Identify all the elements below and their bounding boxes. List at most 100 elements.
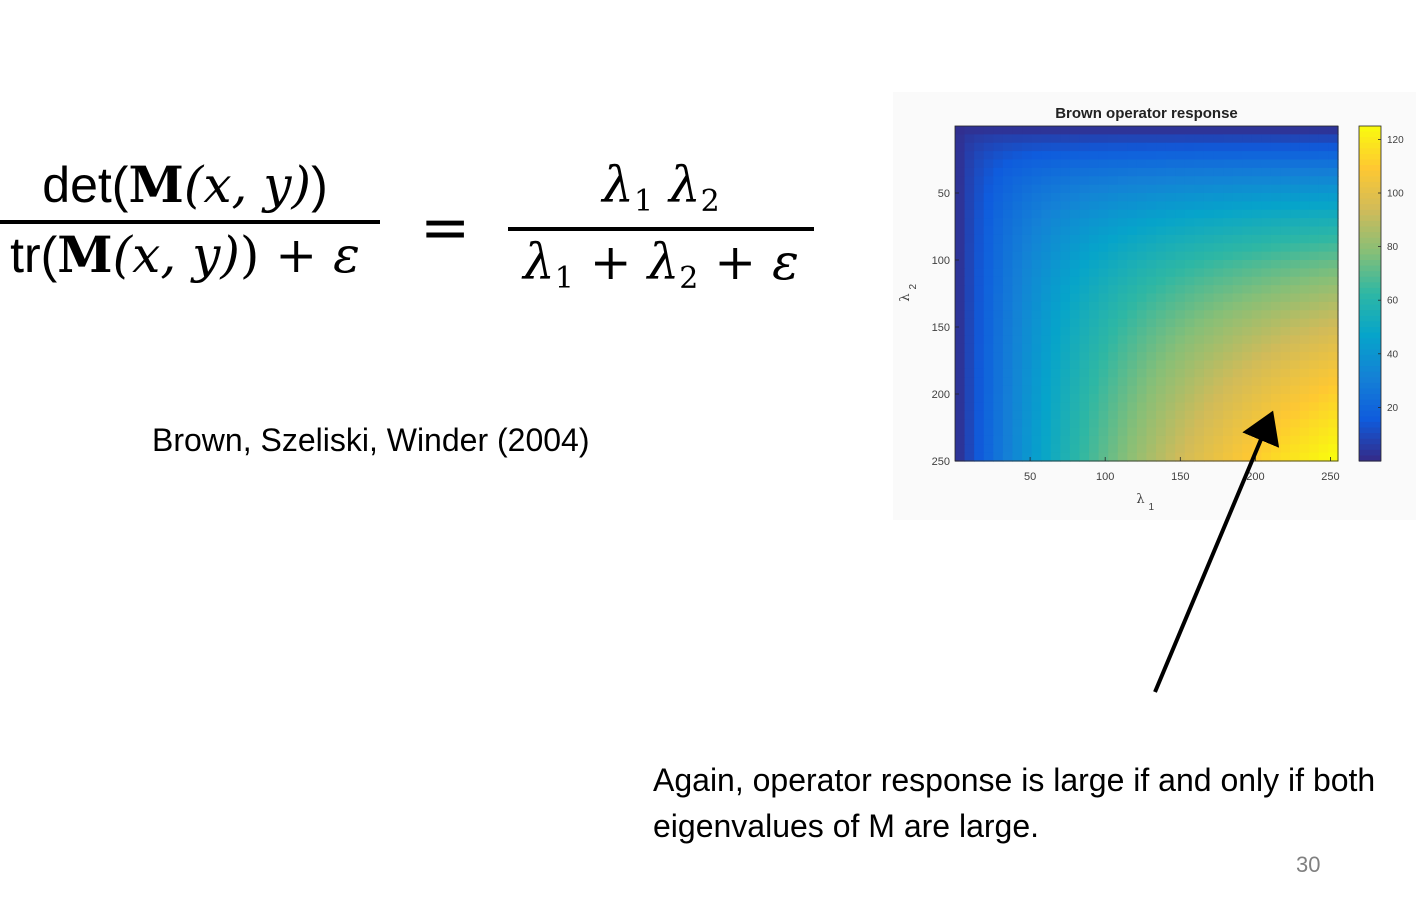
heatmap-cell [1050, 352, 1061, 362]
colorbar-tick-label: 100 [1387, 189, 1404, 200]
heatmap-cell [1108, 385, 1119, 395]
heatmap-cell [1280, 377, 1291, 387]
heatmap-cell [1127, 268, 1138, 278]
heatmap-cell [1280, 435, 1291, 445]
heatmap-cell [1232, 293, 1243, 303]
heatmap-cell [1213, 327, 1224, 336]
heatmap-cell [1117, 276, 1128, 286]
heatmap-cell [1280, 402, 1291, 412]
heatmap-cell [1041, 352, 1052, 362]
heatmap-cell [1242, 285, 1253, 295]
heatmap-cell [1136, 218, 1148, 228]
heatmap-cell [1232, 402, 1243, 412]
heatmap-cell [955, 452, 966, 462]
heatmap-cell [1203, 435, 1215, 445]
heatmap-cell [1156, 327, 1167, 336]
heatmap-cell [955, 184, 966, 194]
heatmap-cell [1251, 218, 1262, 228]
heatmap-cell [1127, 394, 1138, 403]
rhs-numerator: λ1 λ2 [602, 160, 720, 217]
heatmap-cell [955, 385, 966, 395]
heatmap-cell [1031, 335, 1042, 345]
heatmap-cell [1012, 167, 1023, 177]
heatmap-cell [1318, 343, 1330, 353]
heatmap-cell [974, 301, 985, 311]
heatmap-cell [1041, 234, 1052, 244]
heatmap-cell [983, 394, 994, 403]
heatmap-cell [1136, 209, 1148, 219]
heatmap-cell [1069, 410, 1081, 420]
heatmap-cell [1309, 184, 1320, 194]
heatmap-cell [1146, 444, 1157, 454]
heatmap-cell [983, 201, 994, 211]
heatmap-cell [1184, 134, 1195, 144]
heatmap-cell [1050, 134, 1061, 144]
heatmap-cell [1242, 251, 1253, 261]
heatmap-cell [1242, 243, 1253, 253]
heatmap-cell [1251, 394, 1262, 403]
heatmap-cell [1127, 352, 1138, 362]
heatmap-cell [1089, 276, 1100, 286]
heatmap-cell [1079, 151, 1090, 161]
heatmap-cell [1108, 310, 1119, 320]
heatmap-cell [1050, 301, 1061, 311]
heatmap-cell [1223, 402, 1234, 412]
lhs-fraction: det(M(x, y)) tr(M(x, y)) + ε [0, 160, 380, 280]
heatmap-cell [1156, 435, 1167, 445]
heatmap-cell [1050, 193, 1061, 202]
heatmap-cell [993, 402, 1004, 412]
heatmap-cell [1098, 444, 1109, 454]
heatmap-cell [1328, 218, 1339, 228]
heatmap-cell [1175, 385, 1186, 395]
heatmap-cell [974, 419, 985, 429]
heatmap-cell [1223, 444, 1234, 454]
heatmap-cell [1022, 343, 1033, 353]
heatmap-cell [955, 234, 966, 244]
heatmap-cell [1242, 444, 1253, 454]
heatmap-cell [1108, 176, 1119, 186]
heatmap-cell [1309, 343, 1320, 353]
heatmap-cell [1242, 394, 1253, 403]
heatmap-cell [1156, 184, 1167, 194]
heatmap-cell [1098, 268, 1109, 278]
heatmap-cell [1127, 151, 1138, 161]
heatmap-cell [974, 310, 985, 320]
heatmap-cell [1117, 243, 1128, 253]
heatmap-cell [1079, 435, 1090, 445]
heatmap-cell [1328, 385, 1339, 395]
heatmap-cell [1203, 209, 1215, 219]
heatmap-cell [1098, 167, 1109, 177]
heatmap-cell [1213, 285, 1224, 295]
chart-title: Brown operator response [1055, 105, 1238, 122]
plot-frame [954, 125, 1339, 462]
heatmap-cell [1270, 276, 1282, 286]
heatmap-cell [1213, 452, 1224, 462]
heatmap-cell [983, 285, 994, 295]
heatmap-cell [1079, 218, 1090, 228]
heatmap-cell [1022, 268, 1033, 278]
heatmap-cell [1184, 201, 1195, 211]
heatmap-cell [1108, 134, 1119, 144]
heatmap-cell [1098, 427, 1109, 437]
heatmap-cell [1251, 184, 1262, 194]
heatmap-cell [1079, 234, 1090, 244]
heatmap-cell [1127, 452, 1138, 462]
heatmap-cell [1309, 301, 1320, 311]
heatmap-cell [1175, 427, 1186, 437]
heatmap-cell [1328, 394, 1339, 403]
heatmap-cell [1079, 327, 1090, 336]
heatmap-cell [1261, 193, 1272, 202]
heatmap-cell [1069, 368, 1081, 378]
heatmap-cell [1012, 184, 1023, 194]
colorbar-segment [1359, 159, 1381, 166]
heatmap-cell [993, 201, 1004, 211]
heatmap-cell [1098, 301, 1109, 311]
heatmap-cell [955, 352, 966, 362]
colorbar-segment [1359, 310, 1381, 317]
heatmap-cell [983, 435, 994, 445]
heatmap-cell [1242, 218, 1253, 228]
heatmap-cell [1318, 176, 1330, 186]
heatmap-cell [1069, 318, 1081, 328]
heatmap-cell [1299, 402, 1310, 412]
heatmap-cell [1002, 310, 1014, 320]
